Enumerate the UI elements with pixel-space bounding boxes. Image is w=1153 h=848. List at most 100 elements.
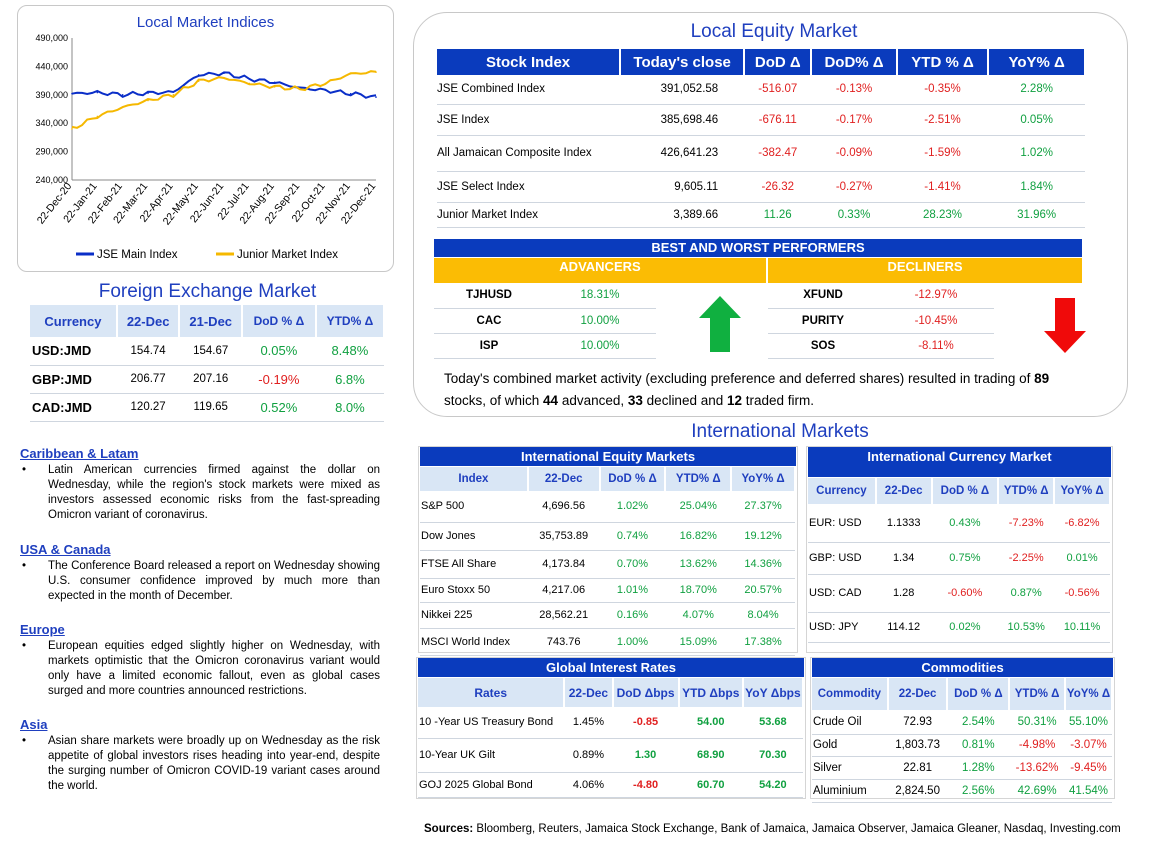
data-point (299, 88, 301, 90)
data-point (248, 78, 251, 80)
rates-cell: -0.85 (612, 707, 679, 739)
rates-cell: GOJ 2025 Global Bond (418, 772, 565, 798)
equity-cell: -0.13% (811, 75, 897, 105)
equity-cell: 426,641.23 (620, 135, 745, 172)
intl-equity-cell: S&P 500 (420, 491, 528, 523)
intl-equity-row: Nikkei 225 28,562.21 0.16% 4.07% 8.04% (420, 602, 795, 629)
data-point (71, 128, 73, 130)
equity-cell: JSE Index (437, 104, 621, 136)
legend-label: JSE Main Index (97, 249, 178, 261)
y-tick-label: 390,000 (35, 90, 68, 100)
commodities-cell: 0.81% (947, 734, 1010, 757)
intl-currency-cell: 0.01% (1054, 542, 1110, 575)
fx-cell: 8.48% (315, 337, 384, 366)
fx-title: Foreign Exchange Market (98, 281, 317, 302)
commodities-cell: 41.54% (1065, 779, 1112, 803)
legend-label: Junior Market Index (237, 249, 338, 261)
intl-currency-row: USD: CAD 1.28 -0.60% 0.87% -0.56% (808, 574, 1110, 613)
rates-header-cell: DoD Δbps (612, 678, 680, 707)
intl-equity-cell: 20.57% (731, 578, 795, 603)
intl-currency-cell: 10.53% (998, 612, 1055, 643)
data-point (172, 91, 175, 93)
commodities-header-cell: YTD% Δ (1009, 678, 1066, 710)
fx-header-cell: 21-Dec (179, 305, 243, 337)
news-item: Asia Asian share markets were broadly up … (20, 717, 380, 794)
intl-equity-header-cell: 22-Dec (527, 467, 601, 491)
data-point (324, 89, 327, 92)
intl-equity-cell: 8.04% (731, 602, 795, 629)
intl-currency-header-cell: Currency (808, 478, 877, 504)
intl-title: International Markets (691, 421, 869, 442)
commodities-cell: -13.62% (1009, 756, 1065, 780)
equity-cell: 1.84% (988, 171, 1085, 203)
decliner-row: XFUND -12.97% (768, 283, 994, 309)
decliners-label: DECLINERS (768, 258, 1082, 283)
fx-cell: GBP:JMD (30, 365, 117, 394)
market-summary: Today's combined market activity (exclud… (444, 371, 1050, 408)
data-point (71, 92, 73, 95)
commodities-cell: 55.10% (1065, 710, 1112, 735)
fx-cell: 206.77 (116, 365, 180, 394)
rates-cell: 60.70 (678, 772, 743, 798)
intl-equity-cell: Euro Stoxx 50 (420, 578, 528, 603)
rates-cell: 54.20 (742, 772, 803, 798)
equity-cell: -0.17% (811, 104, 897, 136)
fx-cell: USD:JMD (30, 337, 117, 366)
intl-currency-table: Currency 22-Dec DoD % Δ YTD% Δ YoY% Δ EUR: US… (808, 478, 1111, 643)
commodities-cell: -9.45% (1065, 756, 1112, 780)
intl-equity-cell: 0.74% (599, 522, 666, 551)
decliner-row: PURITY -10.45% (768, 308, 994, 334)
intl-currency-cell: 0.02% (931, 612, 999, 643)
intl-equity-header-cell: Index (420, 467, 529, 491)
intl-currency-header-cell: DoD % Δ (931, 478, 1000, 504)
intl-equity-cell: 35,753.89 (527, 522, 600, 551)
intl-currency-cell: 0.43% (931, 504, 999, 543)
intl-currency-cell: USD: CAD (808, 574, 876, 613)
fx-row: CAD:JMD 120.27 119.65 0.52% 8.0% (30, 393, 384, 422)
rates-header-cell: YTD Δbps (678, 678, 744, 707)
fx-row: GBP:JMD 206.77 207.16 -0.19% 6.8% (30, 365, 384, 394)
equity-cell: Junior Market Index (437, 202, 621, 228)
chart-title: Local Market Indices (136, 14, 275, 31)
commodities-title: Commodities (812, 658, 1113, 677)
rates-cell: -4.80 (612, 772, 679, 798)
advancers-table: TJHUSD 18.31% CAC 10.00% ISP 10.00% (434, 283, 656, 359)
intl-equity-row: Euro Stoxx 50 4,217.06 1.01% 18.70% 20.57% (420, 578, 795, 603)
rates-cell: 53.68 (742, 707, 803, 739)
rates-row: GOJ 2025 Global Bond 4.06% -4.80 60.70 54.20 (418, 772, 803, 798)
equity-cell: -0.35% (896, 75, 989, 105)
data-point (121, 94, 124, 96)
commodities-header-cell: 22-Dec (887, 678, 949, 710)
fx-header-cell: DoD % Δ (242, 305, 317, 337)
equity-cell: 1.02% (988, 135, 1085, 172)
intl-equity-cell: 17.38% (731, 628, 795, 656)
equity-cell: All Jamaican Composite Index (437, 135, 621, 172)
data-point (273, 81, 276, 84)
rates-cell: 0.89% (564, 738, 613, 773)
decliner-ticker: SOS (768, 333, 878, 359)
rates-row: 10-Year UK Gilt 0.89% 1.30 68.90 70.30 (418, 738, 803, 773)
data-point (324, 82, 327, 85)
equity-cell: 28.23% (896, 202, 989, 228)
commodities-cell: 22.81 (887, 756, 948, 780)
data-point (96, 115, 99, 118)
intl-currency-cell: 0.87% (998, 574, 1055, 613)
intl-currency-cell: 1.34 (875, 542, 932, 575)
rates-cell: 68.90 (678, 738, 743, 773)
news-text: European equities edged slightly higher … (20, 639, 380, 699)
fx-header-cell: YTD% Δ (315, 305, 386, 337)
decliner-change: -12.97% (878, 283, 994, 309)
commodities-cell: Aluminium (812, 779, 888, 803)
intl-currency-cell: USD: JPY (808, 612, 876, 643)
news-text: The Conference Board released a report o… (20, 559, 380, 604)
commodities-row: Gold 1,803.73 0.81% -4.98% -3.07% (812, 734, 1112, 757)
data-point (375, 96, 377, 98)
y-tick-label: 440,000 (35, 61, 68, 71)
intl-equity-cell: 1.00% (599, 628, 666, 656)
intl-equity-cell: 4,173.84 (527, 550, 600, 579)
news-heading: Europe (20, 622, 65, 637)
intl-equity-cell: 0.70% (599, 550, 666, 579)
rates-cell: 10 -Year US Treasury Bond (418, 707, 565, 739)
news-heading: Asia (20, 717, 48, 732)
intl-equity-header-cell: DoD % Δ (599, 467, 667, 491)
